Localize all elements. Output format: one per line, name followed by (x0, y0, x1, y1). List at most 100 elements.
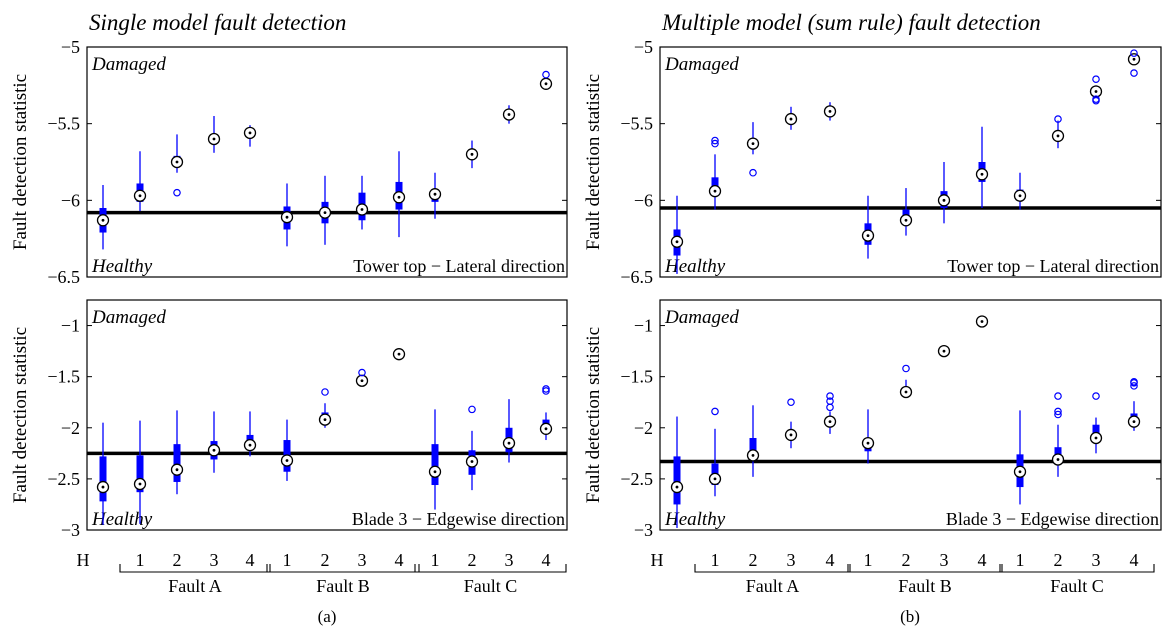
median-dot (507, 441, 511, 445)
y-axis-label: Fault detection statistic (10, 327, 31, 503)
outlier (1054, 392, 1062, 400)
damaged-label: Damaged (91, 54, 166, 75)
x-sub-label: 3 (787, 550, 796, 570)
panel-label: Blade 3 − Edgewise direction (946, 509, 1159, 529)
plot-frame (659, 46, 1162, 278)
group-bracket (266, 564, 420, 573)
panel-label: Tower top − Lateral direction (353, 256, 565, 276)
caption-b: (b) (900, 607, 920, 626)
box (173, 444, 181, 482)
y-tick-label: −1.5 (620, 367, 653, 387)
outlier (321, 388, 329, 396)
outlier (468, 405, 476, 414)
damaged-label: Damaged (664, 54, 739, 75)
outlier (787, 398, 795, 407)
median-dot (828, 110, 832, 113)
median-dot (789, 433, 793, 437)
x-sub-label: 4 (978, 550, 987, 570)
outlier (1092, 96, 1100, 105)
outlier (1130, 49, 1138, 57)
x-sub-label: 3 (210, 550, 219, 570)
y-tick-label: −6 (61, 190, 80, 210)
outlier (749, 168, 757, 177)
group-label: Fault A (168, 576, 222, 596)
median-dot (470, 152, 474, 156)
median-dot (713, 189, 717, 193)
y-tick-label: −3 (634, 520, 653, 540)
y-tick-label: −1.5 (47, 367, 80, 387)
median-dot (904, 218, 908, 222)
median-dot (360, 379, 364, 383)
outlier (1054, 115, 1062, 123)
median-dot (828, 420, 832, 424)
median-dot (248, 443, 252, 447)
box (136, 455, 144, 493)
outlier (902, 364, 910, 373)
median-dot (212, 137, 216, 141)
x-sub-label: 4 (826, 550, 835, 570)
healthy-label: Healthy (664, 509, 726, 530)
group-label: Fault B (898, 576, 952, 596)
median-dot (138, 194, 142, 198)
healthy-label: Healthy (91, 509, 153, 530)
median-dot (1094, 436, 1098, 440)
median-dot (980, 172, 984, 176)
outlier (711, 136, 719, 145)
median-dot (470, 460, 474, 463)
caption-a: (a) (318, 607, 337, 626)
damaged-label: Damaged (664, 307, 739, 328)
outlier (542, 70, 550, 79)
group-bracket (694, 564, 851, 573)
median-dot (433, 470, 437, 474)
y-tick-label: −6.5 (47, 267, 80, 287)
median-dot (544, 427, 548, 431)
y-axis-label: Fault detection statistic (583, 74, 604, 250)
median-dot (675, 240, 679, 244)
panel-label: Tower top − Lateral direction (947, 256, 1159, 276)
outlier (1092, 75, 1100, 84)
damaged-label: Damaged (91, 307, 166, 328)
median-dot (1056, 458, 1060, 461)
x-sub-label: 4 (246, 550, 255, 570)
plot-frame (86, 299, 568, 531)
healthy-label: Healthy (664, 256, 726, 277)
outlier (542, 387, 550, 395)
median-dot (942, 198, 946, 202)
x-sub-label: 1 (1016, 550, 1025, 570)
median-dot (751, 142, 755, 146)
median-dot (789, 117, 793, 121)
y-tick-label: −1 (61, 316, 80, 336)
x-label-healthy: H (651, 550, 664, 570)
median-dot (101, 485, 105, 489)
plot-frame (86, 46, 568, 278)
median-dot (1056, 134, 1060, 138)
x-sub-label: 2 (468, 550, 477, 570)
x-sub-label: 3 (940, 550, 949, 570)
outlier (711, 407, 719, 416)
x-sub-label: 3 (1092, 550, 1101, 570)
y-tick-label: −2.5 (620, 469, 653, 489)
group-bracket (847, 564, 1003, 573)
x-sub-label: 1 (864, 550, 873, 570)
median-dot (507, 113, 511, 116)
outlier (1130, 382, 1138, 390)
x-sub-label: 1 (136, 550, 145, 570)
median-dot (397, 352, 401, 356)
plot-frame (659, 299, 1162, 531)
x-sub-label: 4 (542, 550, 551, 570)
y-tick-label: −1 (634, 316, 653, 336)
x-sub-label: 2 (321, 550, 330, 570)
y-tick-label: −5 (634, 37, 653, 57)
y-tick-label: −3 (61, 520, 80, 540)
box (431, 444, 439, 486)
y-tick-label: −6.5 (620, 267, 653, 287)
median-dot (212, 448, 216, 452)
median-dot (101, 218, 105, 222)
median-dot (980, 320, 984, 323)
median-dot (175, 160, 179, 164)
outlier (1092, 392, 1100, 400)
y-tick-label: −5.5 (47, 114, 80, 134)
y-tick-label: −2 (634, 418, 653, 438)
healthy-label: Healthy (91, 256, 153, 277)
